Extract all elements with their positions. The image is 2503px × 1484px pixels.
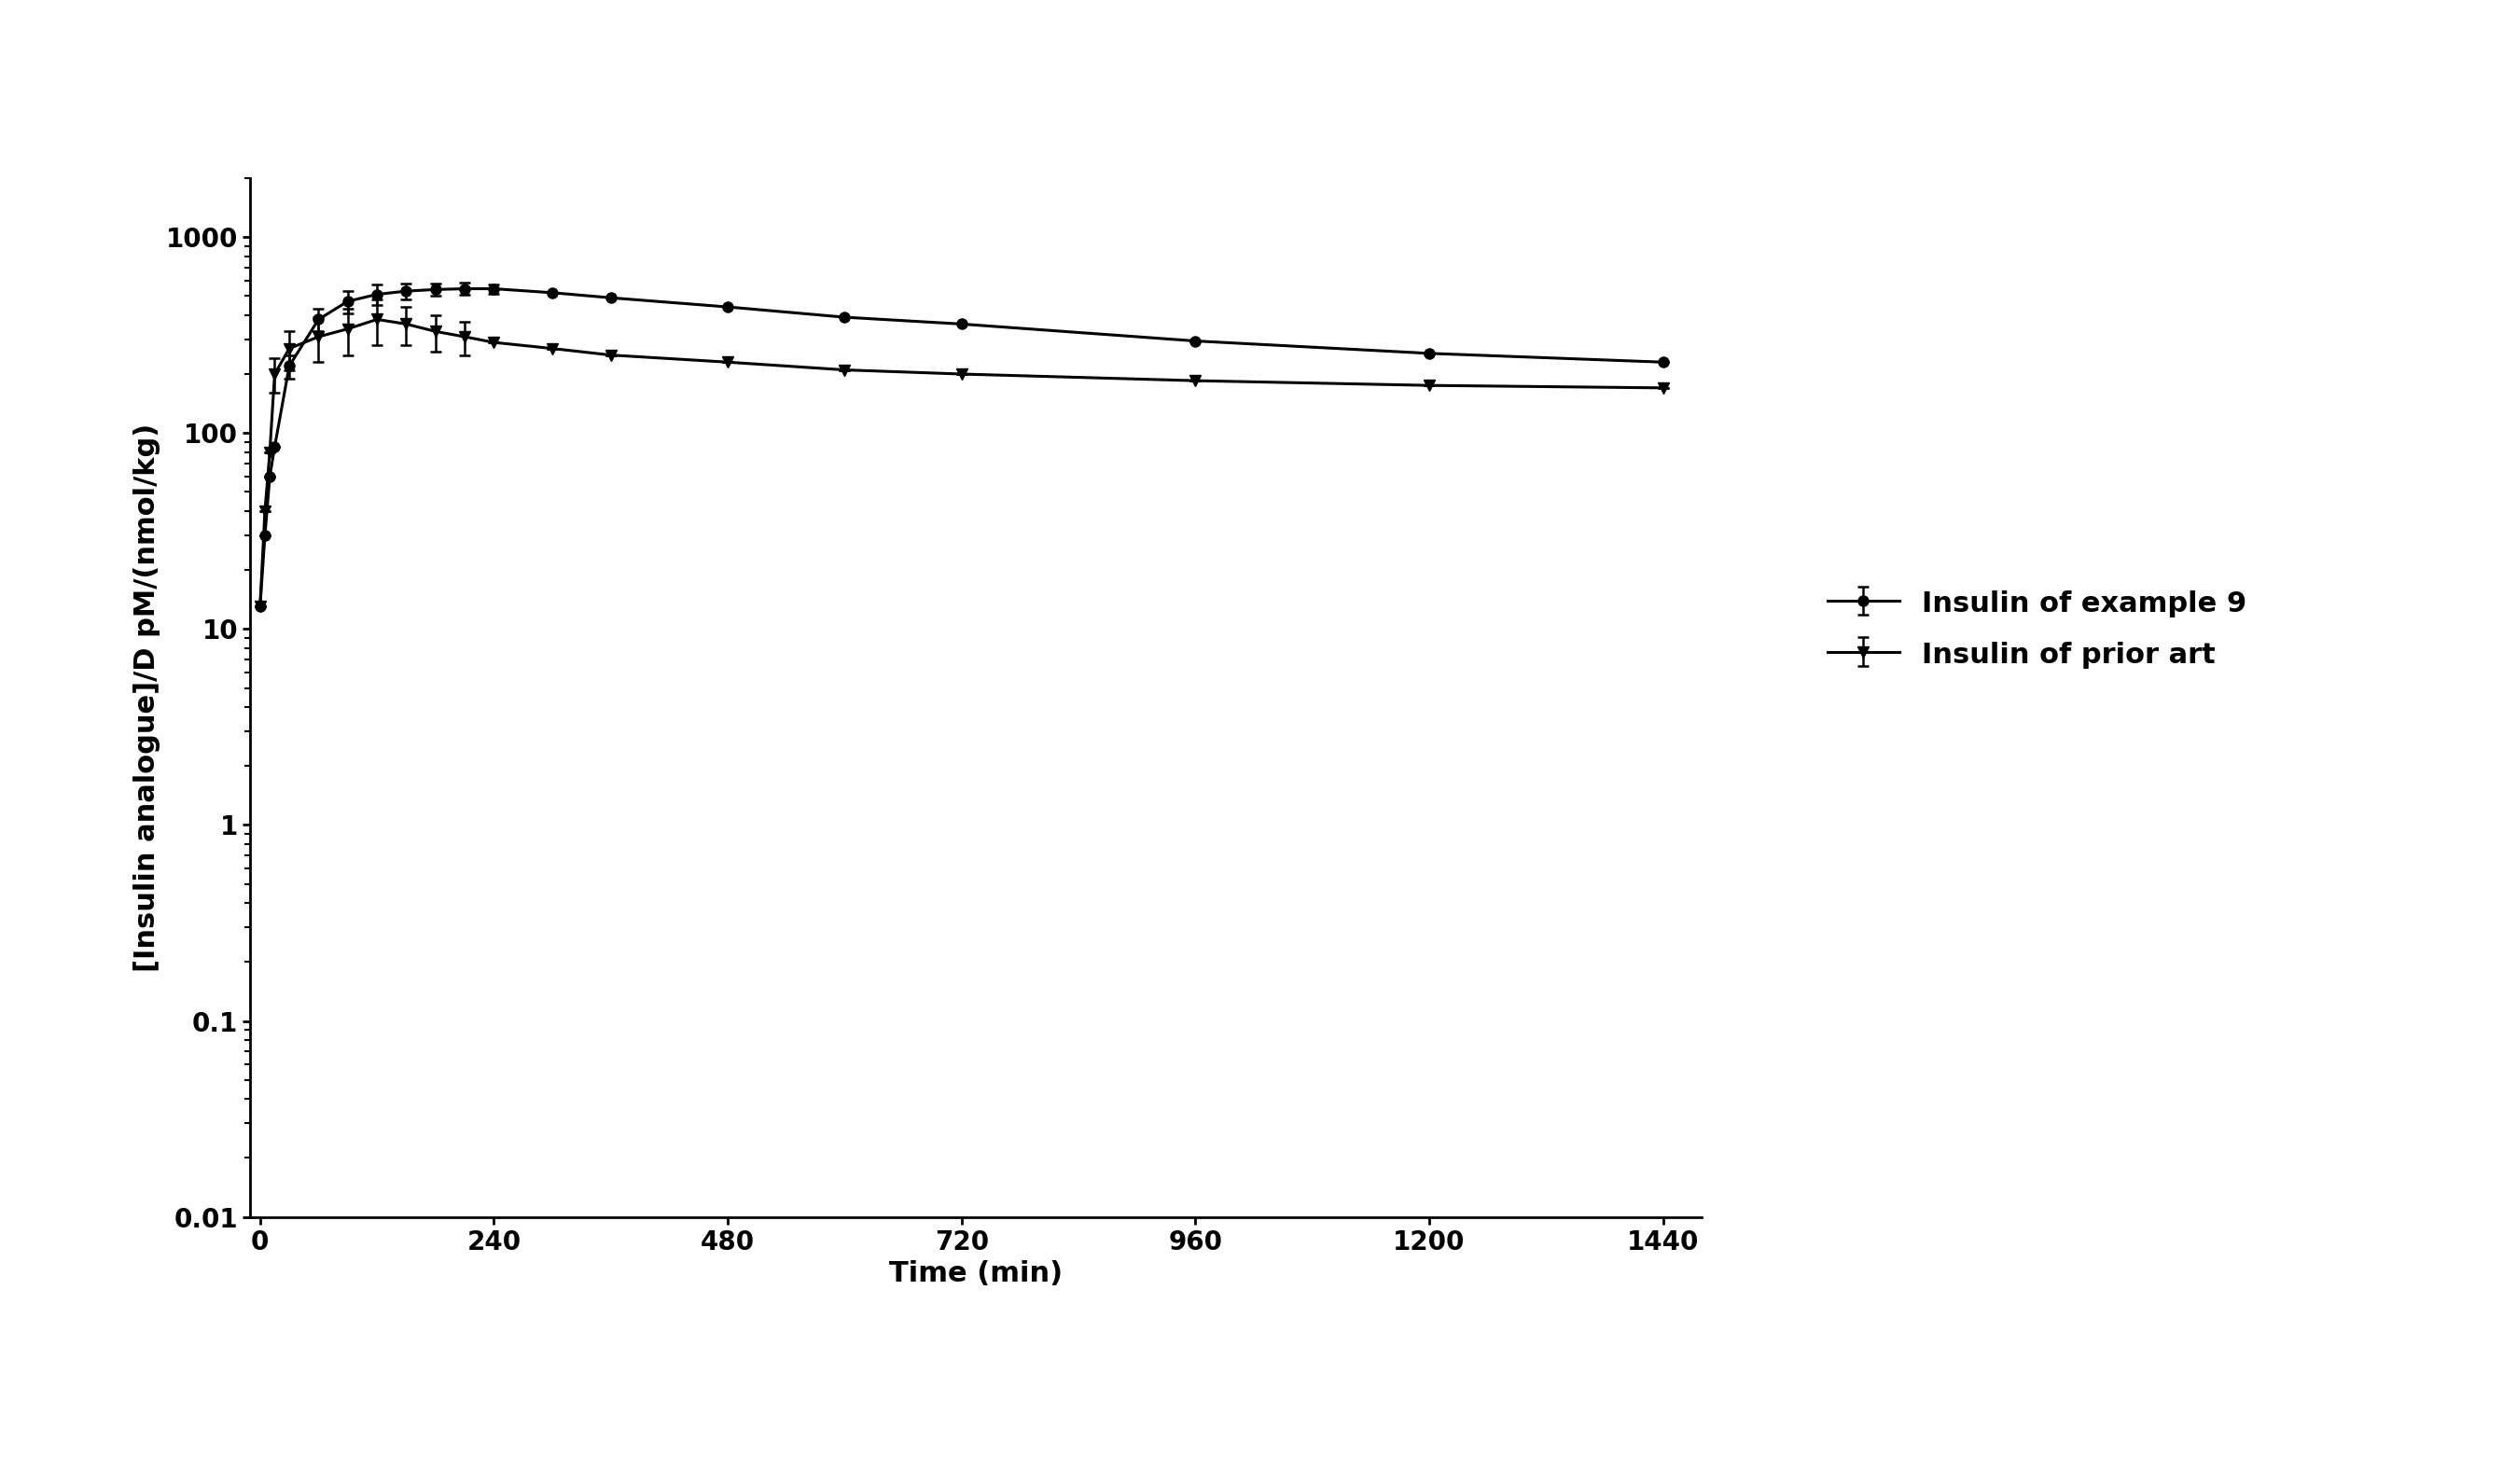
X-axis label: Time (min): Time (min) (889, 1260, 1064, 1288)
Y-axis label: [Insulin analogue]/D pM/(nmol/kg): [Insulin analogue]/D pM/(nmol/kg) (133, 423, 160, 972)
Legend: Insulin of example 9, Insulin of prior art: Insulin of example 9, Insulin of prior a… (1817, 579, 2258, 680)
